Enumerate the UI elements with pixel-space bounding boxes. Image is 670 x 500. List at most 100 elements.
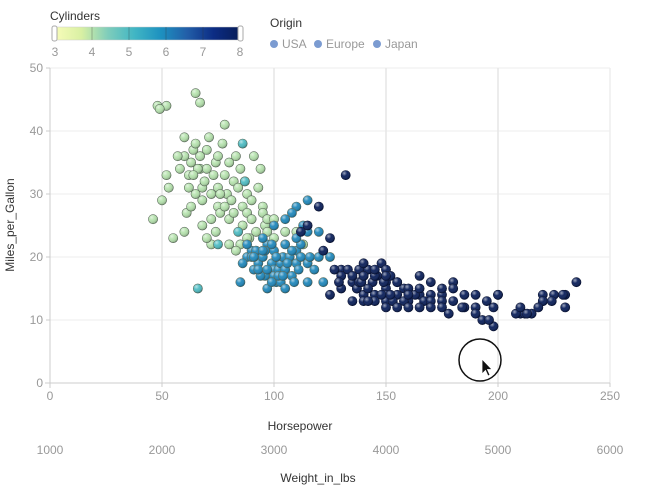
data-point[interactable] xyxy=(228,207,239,218)
data-point[interactable] xyxy=(369,296,380,306)
data-point[interactable] xyxy=(334,277,344,288)
data-point[interactable] xyxy=(280,283,291,294)
data-point[interactable] xyxy=(161,170,172,180)
data-point[interactable] xyxy=(340,170,351,180)
data-point[interactable] xyxy=(201,144,212,155)
data-point[interactable] xyxy=(179,132,190,143)
data-point[interactable] xyxy=(457,302,468,313)
data-point[interactable] xyxy=(448,283,459,294)
data-point[interactable] xyxy=(168,233,179,243)
data-point[interactable] xyxy=(255,163,266,174)
data-point[interactable] xyxy=(195,151,205,162)
data-point[interactable] xyxy=(262,264,273,275)
data-point[interactable] xyxy=(242,239,253,250)
data-point[interactable] xyxy=(237,138,248,149)
data-point[interactable] xyxy=(206,214,217,225)
data-point[interactable] xyxy=(318,245,329,256)
data-point[interactable] xyxy=(204,132,214,143)
data-point[interactable] xyxy=(224,157,235,168)
data-point[interactable] xyxy=(246,214,257,225)
data-point[interactable] xyxy=(266,277,277,288)
data-point[interactable] xyxy=(481,296,492,306)
data-point[interactable] xyxy=(192,283,203,294)
data-point[interactable] xyxy=(199,176,210,187)
data-point[interactable] xyxy=(210,226,221,237)
data-point[interactable] xyxy=(251,245,261,256)
data-point[interactable] xyxy=(295,226,306,237)
data-point[interactable] xyxy=(280,226,291,237)
data-point[interactable] xyxy=(186,157,197,168)
data-point[interactable] xyxy=(443,308,454,319)
data-point[interactable] xyxy=(206,189,217,199)
data-point[interactable] xyxy=(546,296,557,306)
data-point[interactable] xyxy=(208,170,219,180)
data-point[interactable] xyxy=(269,220,279,231)
data-point[interactable] xyxy=(358,258,369,269)
data-point[interactable] xyxy=(385,289,396,300)
data-point[interactable] xyxy=(329,264,340,275)
data-point[interactable] xyxy=(459,289,470,300)
data-point[interactable] xyxy=(271,252,282,262)
data-point[interactable] xyxy=(403,302,414,313)
data-point[interactable] xyxy=(437,302,447,313)
data-point[interactable] xyxy=(197,220,208,231)
data-point[interactable] xyxy=(347,270,358,281)
data-point[interactable] xyxy=(231,151,241,162)
data-point[interactable] xyxy=(201,163,212,174)
data-point[interactable] xyxy=(224,239,235,250)
data-point[interactable] xyxy=(219,170,230,180)
data-point[interactable] xyxy=(302,277,313,288)
data-point[interactable] xyxy=(376,289,387,300)
data-point[interactable] xyxy=(325,233,335,243)
data-point[interactable] xyxy=(251,226,261,237)
data-point[interactable] xyxy=(425,277,436,288)
data-point[interactable] xyxy=(219,201,230,212)
data-point[interactable] xyxy=(381,270,391,281)
data-point[interactable] xyxy=(231,245,241,256)
data-point[interactable] xyxy=(278,270,288,281)
data-point[interactable] xyxy=(363,283,373,294)
data-point[interactable] xyxy=(188,170,199,180)
data-point[interactable] xyxy=(325,252,335,262)
data-point[interactable] xyxy=(282,258,293,269)
data-point[interactable] xyxy=(493,289,503,300)
data-point[interactable] xyxy=(195,97,205,108)
data-point[interactable] xyxy=(235,163,246,174)
data-point[interactable] xyxy=(313,226,324,237)
data-point[interactable] xyxy=(213,151,223,162)
data-point[interactable] xyxy=(302,195,313,206)
data-point[interactable] xyxy=(522,308,533,319)
data-point[interactable] xyxy=(154,104,165,114)
data-point[interactable] xyxy=(201,233,212,243)
data-point[interactable] xyxy=(190,189,201,199)
data-point[interactable] xyxy=(470,289,481,300)
data-point[interactable] xyxy=(239,176,250,187)
data-point[interactable] xyxy=(369,264,380,275)
data-point[interactable] xyxy=(533,302,544,313)
origin-legend-item-europe[interactable]: Europe xyxy=(314,37,365,51)
data-point[interactable] xyxy=(179,226,190,237)
data-point[interactable] xyxy=(470,308,481,319)
data-point[interactable] xyxy=(215,189,226,199)
data-point[interactable] xyxy=(414,302,425,313)
data-point[interactable] xyxy=(484,315,494,325)
data-point[interactable] xyxy=(515,302,526,313)
data-point[interactable] xyxy=(448,296,459,306)
data-point[interactable] xyxy=(175,163,185,174)
data-point[interactable] xyxy=(266,239,277,250)
data-point[interactable] xyxy=(488,302,499,313)
data-point[interactable] xyxy=(190,88,201,99)
data-point[interactable] xyxy=(318,277,329,288)
data-point[interactable] xyxy=(257,245,268,256)
data-point[interactable] xyxy=(248,252,259,262)
data-point[interactable] xyxy=(325,289,335,300)
data-point[interactable] xyxy=(313,201,324,212)
data-point[interactable] xyxy=(246,195,257,206)
data-point[interactable] xyxy=(248,151,259,162)
data-point[interactable] xyxy=(280,239,291,250)
data-point[interactable] xyxy=(295,252,306,262)
data-point[interactable] xyxy=(437,283,447,294)
data-point[interactable] xyxy=(217,138,228,149)
data-point[interactable] xyxy=(289,277,300,288)
data-point[interactable] xyxy=(304,252,315,262)
